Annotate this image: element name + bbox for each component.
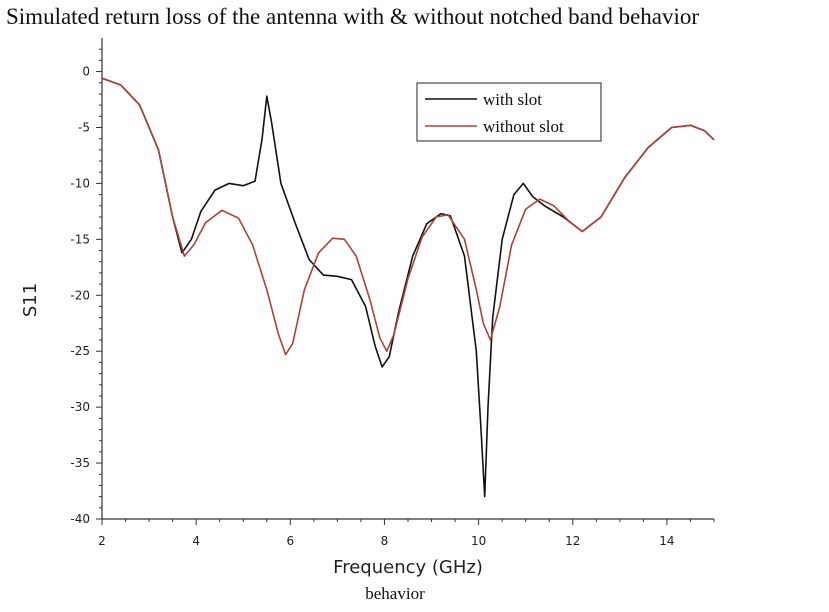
y-axis-label: S11 [20, 283, 41, 317]
x-tick-label: 14 [659, 534, 674, 548]
y-tick-label: -30 [70, 400, 90, 414]
legend: with slot without slot [416, 82, 602, 142]
x-tick-label: 12 [565, 534, 580, 548]
axes [96, 38, 715, 525]
y-tick-label: -20 [70, 288, 90, 302]
y-tick-label: -35 [70, 456, 90, 470]
chart-title: Simulated return loss of the antenna wit… [6, 4, 700, 29]
figure-caption: behavior [365, 584, 425, 603]
series-line-without-slot [101, 77, 715, 356]
x-tick-label: 2 [98, 534, 106, 548]
legend-label: with slot [483, 90, 542, 109]
x-tick-label: 6 [286, 534, 294, 548]
series-line-with-slot [101, 77, 715, 498]
series-lines [101, 77, 715, 498]
x-tick-label: 10 [471, 534, 486, 548]
y-tick-label: 0 [82, 65, 90, 79]
y-tick-label: -25 [70, 344, 90, 358]
x-tick-label: 4 [192, 534, 200, 548]
x-tick-label: 8 [381, 534, 389, 548]
legend-label: without slot [483, 117, 564, 136]
y-tick-label: -40 [70, 512, 90, 526]
y-tick-label: -10 [70, 176, 90, 190]
y-tick-label: -15 [70, 232, 90, 246]
legend-box [416, 82, 602, 142]
tick-labels: 2 4 6 8 10 12 14 0 -5 -10 -15 -20 -25 -30 -35 -40 [70, 65, 674, 548]
y-tick-label: -5 [78, 120, 90, 134]
x-axis-label: Frequency (GHz) [333, 557, 483, 578]
